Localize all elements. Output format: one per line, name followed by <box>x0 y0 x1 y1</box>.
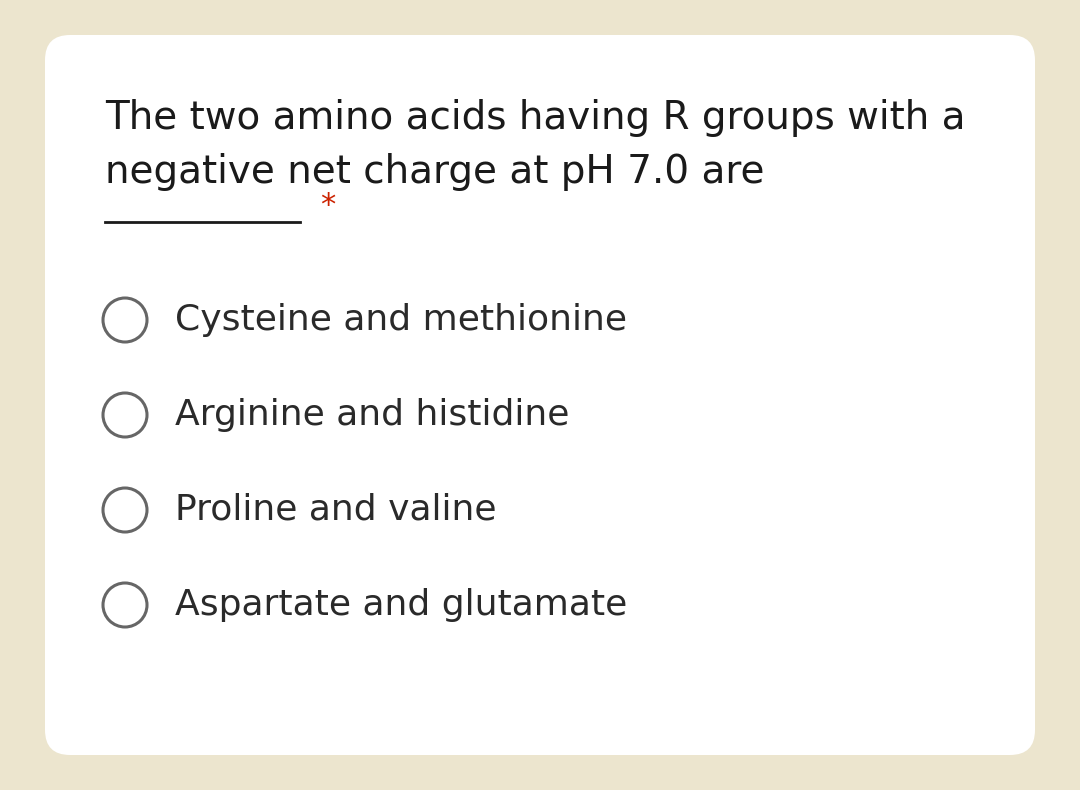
Text: The two amino acids having R groups with a: The two amino acids having R groups with… <box>105 99 966 137</box>
Text: Aspartate and glutamate: Aspartate and glutamate <box>175 588 627 622</box>
Text: *: * <box>320 190 335 220</box>
FancyBboxPatch shape <box>45 35 1035 755</box>
Text: Cysteine and methionine: Cysteine and methionine <box>175 303 627 337</box>
Text: Arginine and histidine: Arginine and histidine <box>175 398 569 432</box>
Text: Proline and valine: Proline and valine <box>175 493 497 527</box>
Text: negative net charge at pH 7.0 are: negative net charge at pH 7.0 are <box>105 153 765 191</box>
